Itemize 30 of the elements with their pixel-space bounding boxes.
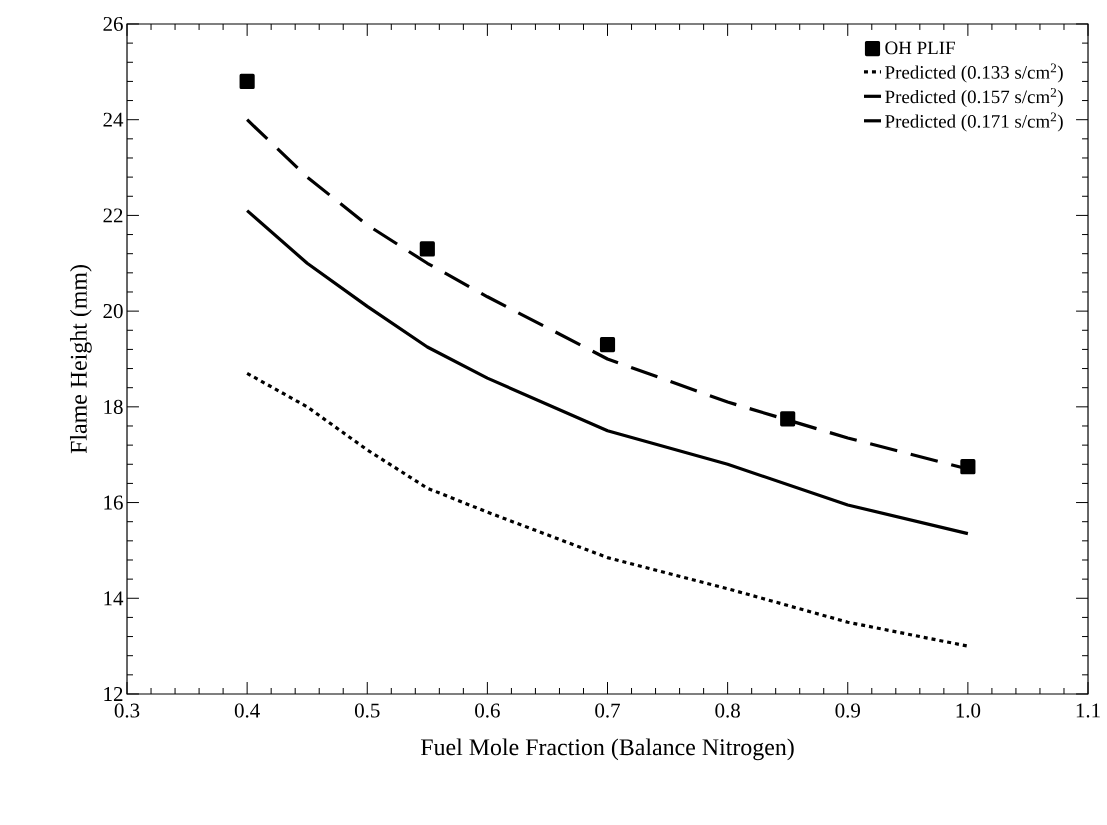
x-tick-label: 0.4 [234,703,260,718]
legend-label: Predicted (0.171 s/cm$^{2}$) [885,112,1063,132]
y-tick-label: 20 [103,304,123,319]
y-tick-label: 18 [104,399,123,414]
point [780,411,796,427]
y-tick-label: 26 [103,16,123,32]
x-tick-label: 1.1 [1076,703,1100,718]
legend-label: OH PLIF [885,41,955,55]
x-tick-label: 1.0 [956,703,981,718]
point [239,73,255,89]
y-tick-label: 24 [103,112,124,127]
legend-label: Predicted (0.133 s/cm$^{2}$) [885,63,1063,83]
y-tick-label: 16 [104,495,123,510]
line-series [245,209,970,536]
y-tick-label: 22 [103,208,123,223]
legend-label: Predicted (0.157 s/cm$^{2}$) [885,88,1063,108]
point [960,459,976,475]
y-tick-label: 12 [104,687,123,701]
point [599,337,616,353]
x-tick-label: 0.7 [595,703,620,718]
x-tick-label: 0.3 [114,703,140,718]
point [419,241,435,257]
line-series [245,371,970,648]
y-axis-title: Flame Height (mm) [69,265,92,454]
x-tick-label: 0.6 [475,703,500,718]
x-tick-label: 0.9 [835,703,860,718]
y-tick-label: 14 [104,591,124,606]
x-tick-label: 0.5 [354,703,380,718]
x-tick-label: 0.8 [715,703,740,718]
x-axis-title: Fuel Mole Fraction (Balance Nitrogen) [420,738,794,761]
